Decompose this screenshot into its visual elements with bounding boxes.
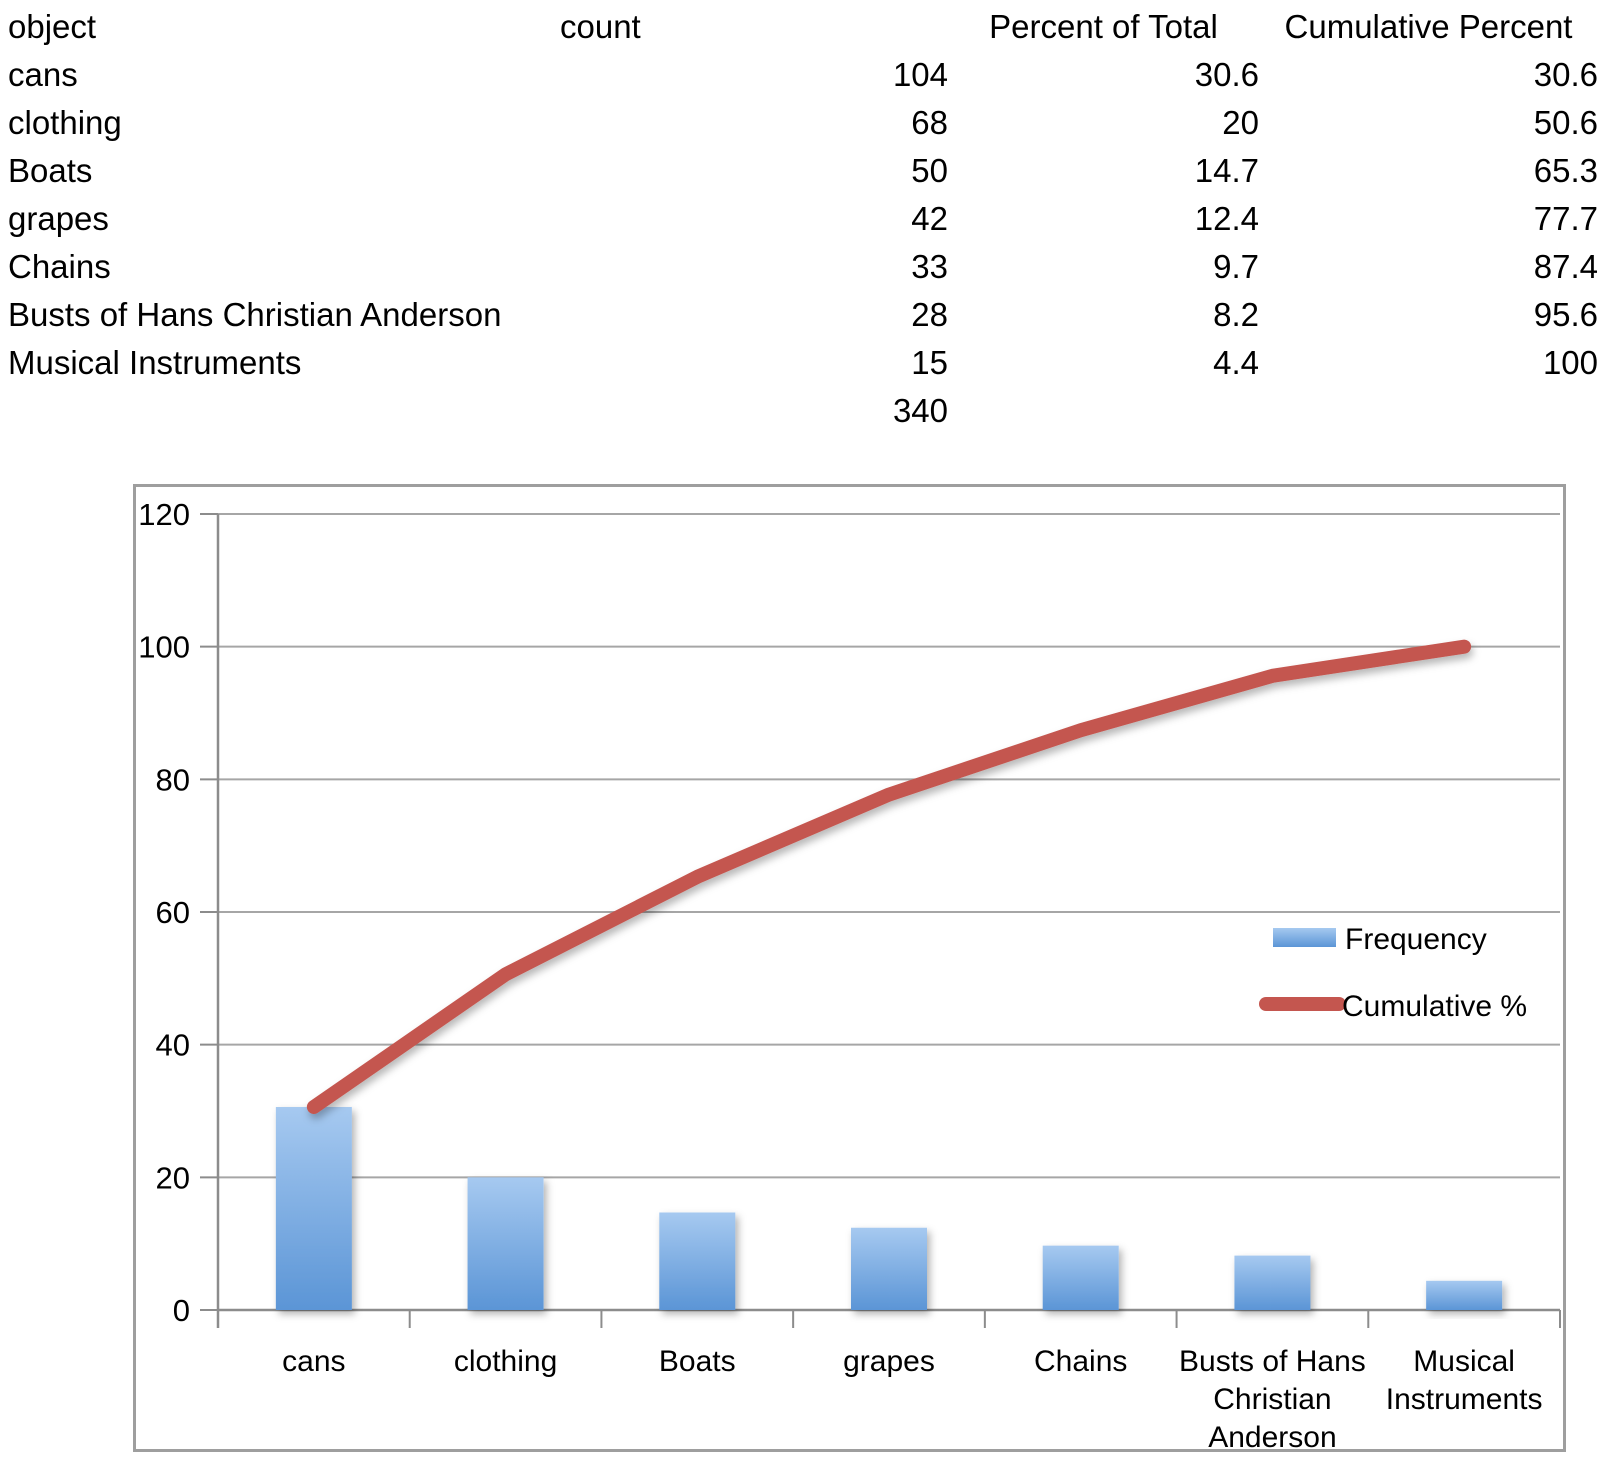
legend-frequency-label: Frequency (1345, 923, 1487, 956)
x-axis-category-label: Musical Instruments (1386, 1345, 1543, 1416)
table-body: cans 104 30.6 30.6 clothing 68 20 50.6 Boats 50 14… (8, 51, 1598, 435)
cell-blank (8, 387, 560, 435)
col-header-object: object (8, 8, 97, 45)
cell-object: clothing (8, 104, 122, 141)
cell-cumulative: 77.7 (1533, 200, 1598, 237)
x-axis-category-label: Busts of Hans Christian Anderson (1179, 1345, 1366, 1449)
y-axis-tick-label: 100 (138, 630, 190, 665)
table-row: Boats 50 14.7 65.3 (8, 147, 1598, 195)
cell-object: Boats (8, 152, 93, 189)
cell-percent: 14.7 (1194, 152, 1259, 189)
cell-object: Busts of Hans Christian Anderson (8, 296, 502, 333)
cell-percent: 20 (1222, 104, 1259, 141)
cell-count: 104 (892, 56, 948, 93)
x-axis-category-label: Boats (659, 1345, 736, 1378)
y-axis-tick-label: 60 (156, 895, 190, 930)
y-axis-tick-label: 120 (138, 497, 190, 532)
x-axis-category-label: cans (282, 1345, 345, 1378)
cell-blank (1259, 387, 1598, 435)
cell-total-count: 340 (892, 392, 948, 429)
legend-frequency-swatch (1273, 928, 1336, 947)
cell-count: 15 (911, 344, 948, 381)
table-row: Busts of Hans Christian Anderson 28 8.2 95.… (8, 291, 1598, 339)
x-axis-category-label: clothing (454, 1345, 557, 1378)
table-row: cans 104 30.6 30.6 (8, 51, 1598, 99)
data-table: object count Percent of Total Cumulative… (8, 3, 1598, 435)
frequency-bar (659, 1212, 736, 1310)
x-axis-category-label: grapes (843, 1345, 935, 1378)
cell-count: 42 (911, 200, 948, 237)
cell-cumulative: 100 (1542, 344, 1598, 381)
y-axis-tick-label: 0 (173, 1293, 190, 1328)
cell-object: cans (8, 56, 78, 93)
frequency-bar (1234, 1255, 1311, 1310)
table-total-row: 340 (8, 387, 1598, 435)
cell-object: Musical Instruments (8, 344, 302, 381)
col-header-cumulative: Cumulative Percent (1284, 8, 1573, 45)
cell-object: grapes (8, 200, 109, 237)
cell-blank (948, 387, 1259, 435)
cell-cumulative: 65.3 (1533, 152, 1598, 189)
cell-count: 28 (911, 296, 948, 333)
table-row: clothing 68 20 50.6 (8, 99, 1598, 147)
frequency-bar (467, 1177, 544, 1310)
y-axis-tick-label: 80 (156, 762, 190, 797)
frequency-bar (1426, 1280, 1503, 1310)
cumulative-line (306, 639, 1472, 1115)
cell-percent: 30.6 (1194, 56, 1259, 93)
legend-cumulative-label: Cumulative % (1342, 990, 1527, 1023)
y-axis-tick-label: 20 (156, 1160, 190, 1195)
cell-count: 33 (911, 248, 948, 285)
cell-percent: 8.2 (1213, 296, 1259, 333)
cell-cumulative: 87.4 (1533, 248, 1598, 285)
table-header-row: object count Percent of Total Cumulative… (8, 3, 1598, 51)
cell-cumulative: 95.6 (1533, 296, 1598, 333)
table-row: Musical Instruments 15 4.4 100 (8, 339, 1598, 387)
frequency-bar (275, 1107, 352, 1310)
pareto-chart-svg: 0 20 40 60 80 100 120 cans clothing Boats grapes Ch… (138, 497, 1561, 1449)
cell-percent: 9.7 (1213, 248, 1259, 285)
cell-cumulative: 30.6 (1533, 56, 1598, 93)
frequency-bar (1042, 1245, 1119, 1310)
y-axis-tick-label: 40 (156, 1028, 190, 1063)
cell-percent: 4.4 (1213, 344, 1259, 381)
col-header-count: count (560, 8, 641, 45)
table-row: Chains 33 9.7 87.4 (8, 243, 1598, 291)
x-axis-category-label: Chains (1034, 1345, 1127, 1378)
table-row: grapes 42 12.4 77.7 (8, 195, 1598, 243)
cell-count: 68 (911, 104, 948, 141)
pareto-chart: 0 20 40 60 80 100 120 cans clothing Boats grapes Ch… (133, 484, 1566, 1452)
cell-percent: 12.4 (1194, 200, 1259, 237)
frequency-bar (851, 1227, 927, 1310)
cell-cumulative: 50.6 (1533, 104, 1598, 141)
cell-object: Chains (8, 248, 111, 285)
col-header-percent: Percent of Total (989, 8, 1218, 45)
cell-count: 50 (911, 152, 948, 189)
